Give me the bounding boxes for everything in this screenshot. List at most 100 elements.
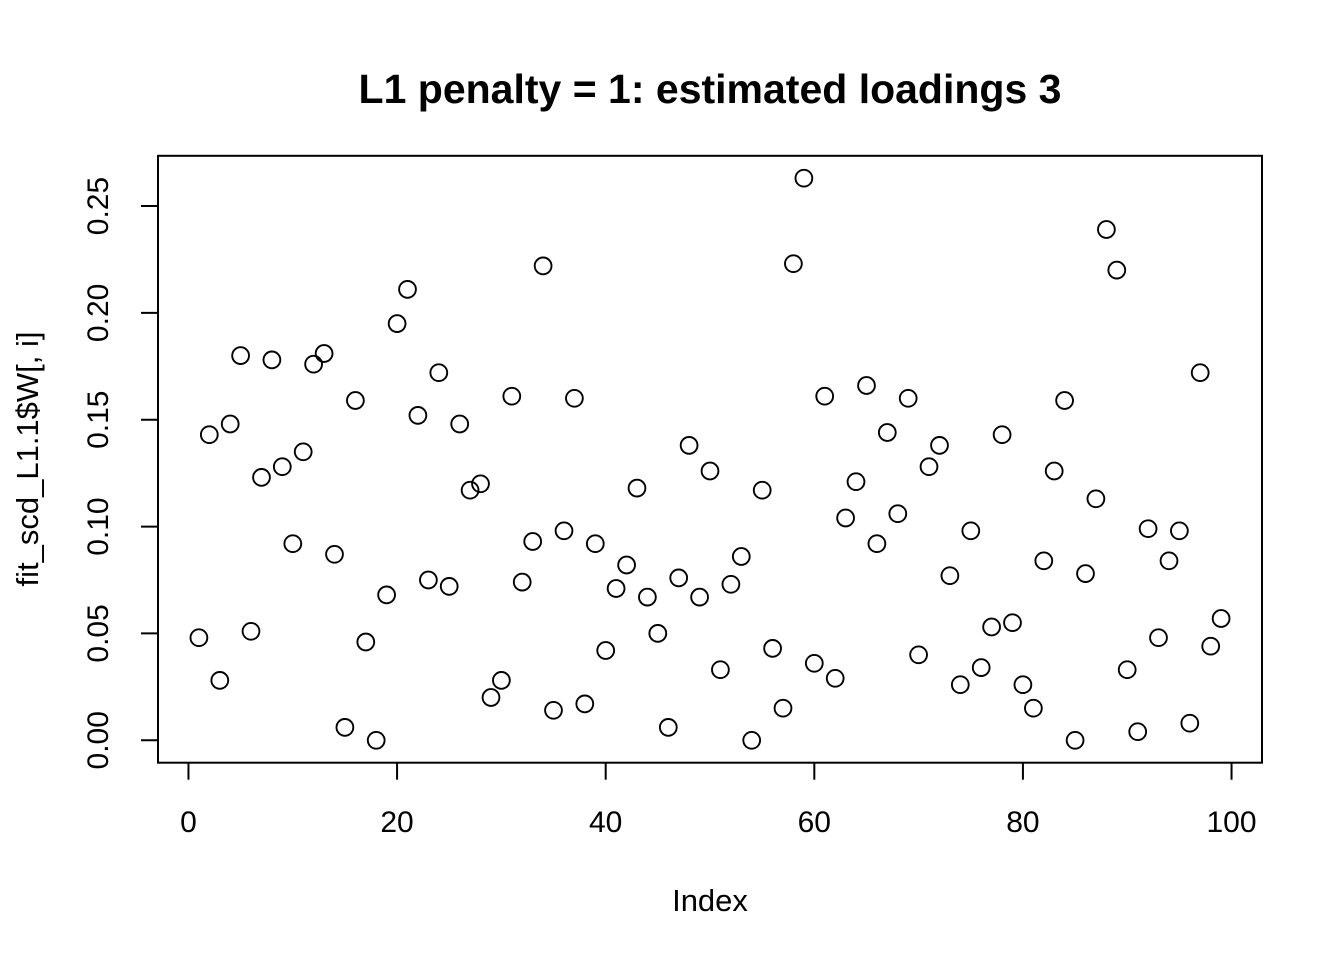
data-point (1201, 636, 1221, 656)
data-point (1190, 363, 1210, 383)
data-point (648, 624, 668, 643)
y-axis: 0.00 0.05 0.10 0.15 0.20 0.25 (82, 177, 158, 769)
data-point (252, 468, 271, 487)
plot-box (157, 154, 1263, 764)
data-point (815, 386, 835, 406)
data-point (794, 168, 814, 188)
data-point (585, 534, 605, 554)
plot-title: L1 penalty = 1: estimated loadings 3 (359, 66, 1062, 112)
data-point (492, 671, 511, 690)
data-point (533, 256, 553, 276)
data-point (763, 639, 782, 658)
data-point (606, 579, 626, 598)
data-point (930, 436, 949, 455)
data-point (690, 587, 709, 607)
data-point (1107, 260, 1127, 280)
y-tick-label: 0.05 (82, 604, 115, 662)
data-point (1149, 628, 1168, 648)
x-tick-label: 40 (589, 806, 622, 839)
data-point (439, 577, 459, 596)
data-point (711, 660, 730, 680)
data-point (1044, 461, 1064, 481)
data-point (638, 587, 657, 607)
data-point (460, 480, 480, 500)
data-point (898, 388, 918, 408)
data-point (366, 730, 386, 750)
data-point (992, 425, 1012, 445)
data-point (231, 346, 250, 365)
data-point (1117, 660, 1137, 680)
x-tick-label: 100 (1207, 806, 1257, 839)
data-point (408, 406, 428, 425)
data-point (950, 675, 970, 695)
data-point (272, 457, 292, 477)
x-tick-label: 60 (798, 806, 831, 839)
data-point (773, 698, 793, 718)
data-point (356, 632, 376, 652)
data-point (283, 534, 303, 554)
data-point (1024, 698, 1043, 718)
data-point (857, 376, 876, 395)
data-point (325, 544, 344, 564)
y-axis-label: fit_scd_L1.1$W[, i] (10, 331, 45, 586)
data-point (471, 474, 490, 494)
y-tick-label: 0.20 (82, 284, 115, 342)
data-point (877, 423, 897, 442)
data-point (1211, 609, 1231, 628)
data-point (262, 350, 282, 370)
y-tick-label: 0.15 (82, 391, 115, 449)
data-point (617, 555, 636, 575)
data-point (1138, 519, 1158, 539)
data-point (971, 658, 991, 677)
data-point (961, 521, 981, 541)
data-point (220, 414, 240, 434)
data-point (1076, 564, 1095, 583)
data-point (346, 391, 365, 410)
data-point (1003, 613, 1022, 633)
data-point (1086, 489, 1106, 509)
data-point (825, 668, 845, 688)
data-point (1128, 722, 1148, 742)
data-point (731, 547, 751, 566)
data-point (1159, 551, 1179, 571)
data-point (199, 425, 219, 445)
data-points (189, 168, 1231, 750)
data-point (658, 718, 678, 737)
data-point (481, 688, 501, 707)
data-point (909, 645, 928, 665)
data-point (679, 436, 699, 455)
data-point (429, 363, 449, 383)
data-point (596, 641, 616, 660)
data-point (189, 628, 209, 648)
data-point (627, 478, 647, 498)
data-point (387, 314, 407, 333)
y-tick-label: 0.25 (82, 177, 115, 235)
data-point (836, 508, 855, 528)
data-point (377, 585, 396, 605)
data-point (450, 414, 470, 434)
data-point (940, 566, 960, 586)
data-point (1170, 521, 1189, 541)
data-point (867, 534, 887, 554)
x-tick-label: 80 (1006, 806, 1039, 839)
data-point (784, 254, 803, 274)
data-point (512, 572, 532, 592)
data-point (314, 344, 334, 363)
data-point (919, 457, 939, 477)
data-point (752, 480, 772, 500)
data-point (1013, 675, 1033, 695)
data-point (335, 718, 355, 737)
data-point (575, 694, 595, 714)
data-point (502, 386, 522, 406)
data-point (1055, 391, 1074, 410)
data-point (721, 574, 741, 594)
data-point (1097, 220, 1116, 239)
data-point (804, 653, 824, 673)
data-point (293, 442, 313, 462)
data-point (1034, 551, 1054, 571)
x-axis-label: Index (672, 883, 748, 918)
data-point (846, 472, 866, 492)
data-point (669, 568, 689, 588)
x-tick-label: 20 (380, 806, 413, 839)
